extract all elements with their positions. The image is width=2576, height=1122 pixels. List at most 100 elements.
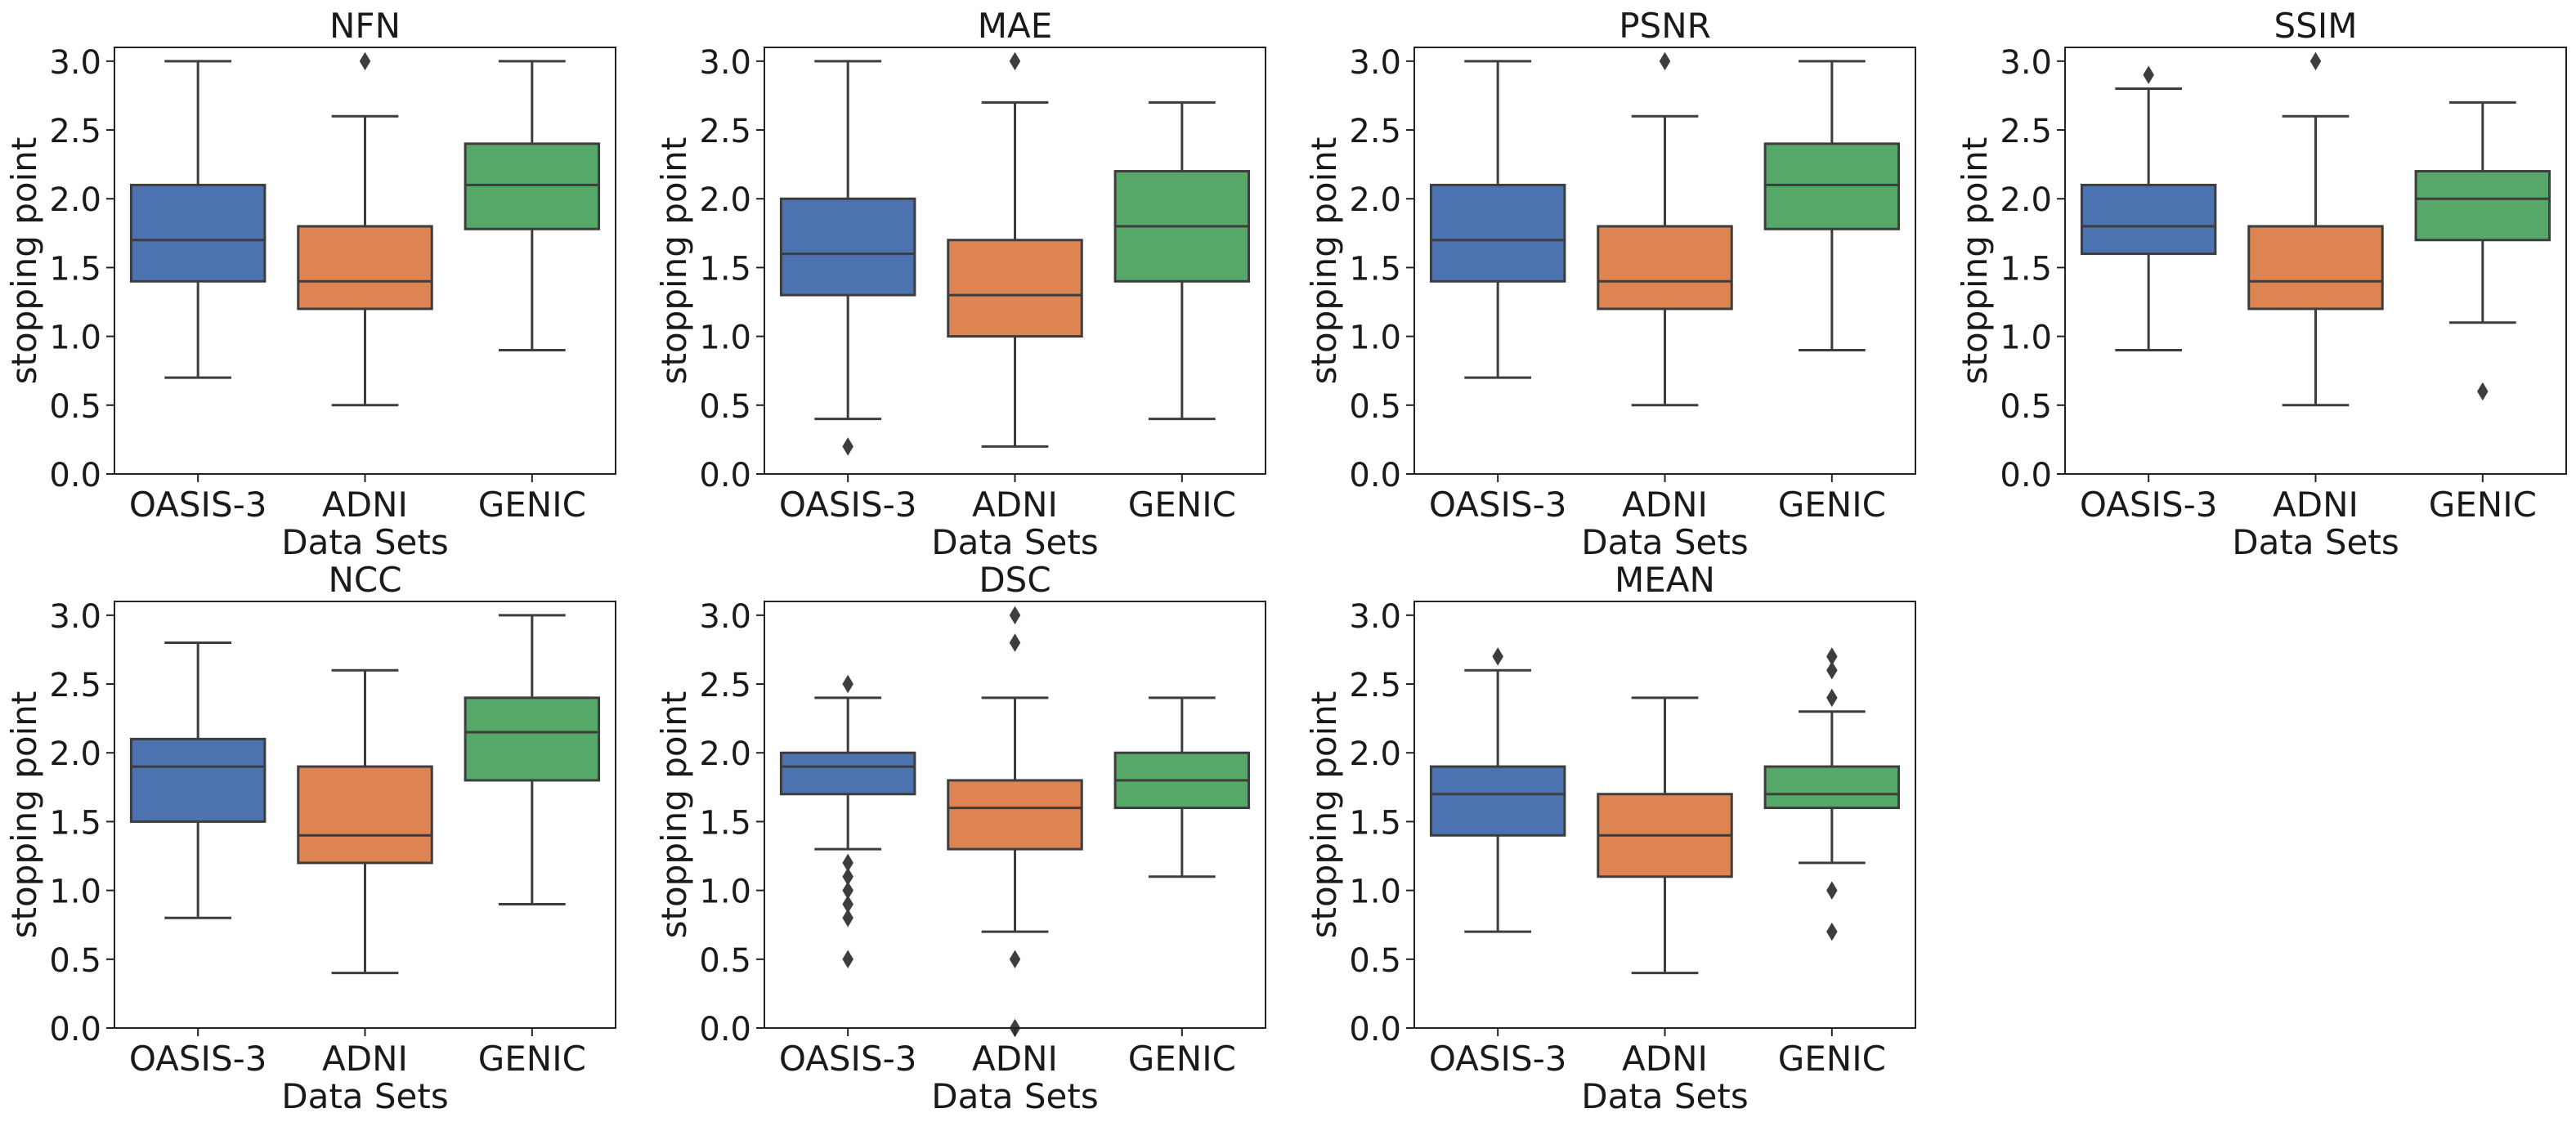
y-tick-label: 3.0 bbox=[699, 598, 751, 636]
y-tick-label: 3.0 bbox=[1349, 44, 1401, 82]
plot-frame bbox=[764, 601, 1266, 1029]
y-tick-label: 1.5 bbox=[1349, 250, 1401, 288]
outlier-point bbox=[842, 674, 853, 694]
y-axis-label: stopping point bbox=[1304, 137, 1344, 385]
y-tick-label: 2.5 bbox=[1349, 113, 1401, 150]
outlier-point bbox=[1009, 633, 1021, 652]
y-tick-label: 2.5 bbox=[2000, 113, 2052, 150]
panel-psnr: PSNR 0.0 0.5 1.0 1.5 2.0 2.5 3.0 stopping point O… bbox=[1304, 6, 1916, 562]
y-tick-label: 0.0 bbox=[49, 457, 101, 494]
panel-nfn: NFN 0.0 0.5 1.0 1.5 2.0 2.5 3.0 stopping point OA… bbox=[4, 6, 616, 562]
box-adni bbox=[947, 239, 1083, 338]
x-tick-label: OASIS-3 bbox=[779, 485, 917, 525]
box-oasis-3 bbox=[779, 751, 916, 796]
panel-title: PSNR bbox=[1619, 6, 1711, 46]
x-axis-label: Data Sets bbox=[1581, 1076, 1748, 1116]
box-genic bbox=[464, 142, 601, 230]
y-tick-label: 1.0 bbox=[699, 874, 751, 911]
outlier-point bbox=[842, 867, 853, 887]
x-axis-label: Data Sets bbox=[1581, 522, 1748, 562]
x-tick-label: ADNI bbox=[322, 1039, 408, 1079]
x-tick-label: OASIS-3 bbox=[779, 1039, 917, 1079]
outlier-point bbox=[842, 437, 853, 456]
y-tick-label: 1.5 bbox=[1349, 804, 1401, 842]
x-tick-label: ADNI bbox=[972, 485, 1058, 525]
y-tick-label: 1.5 bbox=[49, 250, 101, 288]
outlier-point bbox=[1826, 922, 1838, 941]
y-tick-label: 2.5 bbox=[699, 113, 751, 150]
x-axis-label: Data Sets bbox=[281, 522, 448, 562]
y-tick-label: 2.5 bbox=[49, 113, 101, 150]
y-tick-label: 3.0 bbox=[2000, 44, 2052, 82]
x-tick-label: OASIS-3 bbox=[2080, 485, 2218, 525]
y-tick-label: 2.0 bbox=[699, 735, 751, 773]
y-axis-label: stopping point bbox=[654, 691, 694, 939]
y-tick-label: 1.0 bbox=[1349, 874, 1401, 911]
x-tick-label: ADNI bbox=[1622, 1039, 1708, 1079]
x-tick-label: GENIC bbox=[2429, 485, 2537, 525]
y-tick-label: 2.5 bbox=[1349, 667, 1401, 704]
y-tick-label: 0.5 bbox=[1349, 942, 1401, 980]
box-adni bbox=[297, 765, 433, 865]
outlier-point bbox=[1009, 950, 1021, 969]
panel-title: MAE bbox=[978, 6, 1053, 46]
y-tick-label: 0.5 bbox=[49, 388, 101, 426]
y-axis-label: stopping point bbox=[1304, 691, 1344, 939]
box-adni bbox=[947, 779, 1083, 851]
y-tick-label: 0.5 bbox=[49, 942, 101, 980]
y-tick-label: 3.0 bbox=[49, 44, 101, 82]
y-tick-label: 2.0 bbox=[699, 181, 751, 219]
outlier-point bbox=[1659, 51, 1671, 71]
box-oasis-3 bbox=[1429, 183, 1566, 283]
y-tick-label: 1.5 bbox=[699, 250, 751, 288]
x-tick-label: GENIC bbox=[1778, 485, 1886, 525]
x-tick-label: OASIS-3 bbox=[1429, 485, 1567, 525]
outlier-point bbox=[842, 950, 853, 969]
plot-frame bbox=[2064, 47, 2567, 475]
plot-frame bbox=[114, 601, 616, 1029]
outlier-point bbox=[842, 853, 853, 873]
y-tick-label: 0.5 bbox=[699, 942, 751, 980]
y-tick-label: 0.5 bbox=[699, 388, 751, 426]
outlier-point bbox=[1009, 51, 1021, 71]
panel-mae: MAE 0.0 0.5 1.0 1.5 2.0 2.5 3.0 stopping point OA… bbox=[654, 6, 1266, 562]
y-tick-label: 0.0 bbox=[2000, 457, 2052, 494]
panel-title: MEAN bbox=[1615, 560, 1715, 600]
panel-title: SSIM bbox=[2274, 6, 2358, 46]
y-tick-label: 1.0 bbox=[1349, 320, 1401, 357]
box-genic bbox=[464, 696, 601, 782]
panel-ssim: SSIM 0.0 0.5 1.0 1.5 2.0 2.5 3.0 stopping point O… bbox=[1955, 6, 2567, 562]
y-axis-label: stopping point bbox=[4, 691, 44, 939]
y-tick-label: 1.5 bbox=[49, 804, 101, 842]
outlier-point bbox=[1826, 647, 1838, 666]
outlier-point bbox=[2477, 382, 2489, 401]
plot-frame bbox=[1413, 47, 1916, 475]
outlier-point bbox=[1826, 688, 1838, 708]
y-tick-label: 2.0 bbox=[49, 735, 101, 773]
x-axis-label: Data Sets bbox=[931, 1076, 1098, 1116]
outlier-point bbox=[842, 895, 853, 914]
y-tick-label: 3.0 bbox=[49, 598, 101, 636]
outlier-point bbox=[1826, 881, 1838, 900]
outlier-point bbox=[1492, 647, 1503, 666]
y-tick-label: 2.0 bbox=[1349, 735, 1401, 773]
outlier-point bbox=[2309, 51, 2322, 71]
box-oasis-3 bbox=[779, 197, 916, 297]
y-tick-label: 0.0 bbox=[49, 1011, 101, 1048]
box-genic bbox=[1763, 765, 1901, 810]
y-tick-label: 0.0 bbox=[1349, 457, 1401, 494]
outlier-point bbox=[842, 909, 853, 928]
y-tick-label: 1.5 bbox=[2000, 250, 2052, 288]
x-tick-label: GENIC bbox=[478, 485, 586, 525]
x-tick-label: OASIS-3 bbox=[129, 1039, 267, 1079]
outlier-point bbox=[359, 51, 371, 71]
box-adni bbox=[2247, 225, 2384, 311]
x-tick-label: OASIS-3 bbox=[129, 485, 267, 525]
y-tick-label: 0.0 bbox=[699, 1011, 751, 1048]
panel-ncc: NCC 0.0 0.5 1.0 1.5 2.0 2.5 3.0 stopping point OA… bbox=[4, 560, 616, 1116]
box-adni bbox=[1597, 225, 1733, 311]
y-tick-label: 0.0 bbox=[699, 457, 751, 494]
outlier-point bbox=[842, 881, 853, 900]
y-tick-label: 0.5 bbox=[2000, 388, 2052, 426]
